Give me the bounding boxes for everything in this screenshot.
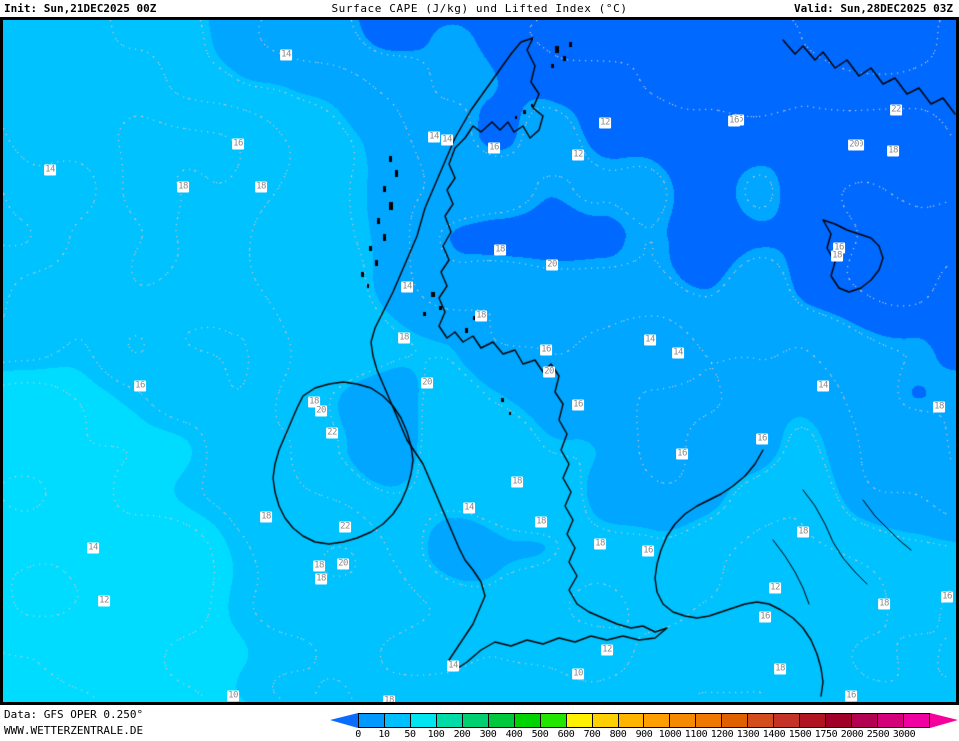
colorbar-cell xyxy=(826,714,853,727)
website-label: WWW.WETTERZENTRALE.DE xyxy=(4,724,144,737)
colorbar-tick: 700 xyxy=(583,729,601,740)
colorbar-cell xyxy=(722,714,749,727)
colorbar-tick: 100 xyxy=(427,729,445,740)
cape-lifted-index-map[interactable] xyxy=(3,20,956,702)
colorbar-under-arrow-icon xyxy=(330,713,358,728)
colorbar-tick: 300 xyxy=(479,729,497,740)
colorbar-cell xyxy=(359,714,385,727)
colorbar-cell xyxy=(878,714,905,727)
colorbar-cell xyxy=(904,714,929,727)
colorbar-cell xyxy=(774,714,801,727)
colorbar-cell xyxy=(618,714,645,727)
colorbar-tick: 1000 xyxy=(658,729,682,740)
colorbar-cells xyxy=(358,713,930,728)
page-title: Surface CAPE (J/kg) und Lifted Index (°C… xyxy=(331,2,628,15)
colorbar-tick: 600 xyxy=(557,729,575,740)
colorbar-cell xyxy=(852,714,879,727)
colorbar-tick: 800 xyxy=(609,729,627,740)
colorbar-tick: 50 xyxy=(404,729,416,740)
valid-time-label: Valid: Sun,28DEC2025 03Z xyxy=(794,2,953,15)
colorbar-cell xyxy=(566,714,593,727)
colorbar: 0 10 50 100 200 300 400 500 600 700 800 900 1000 1100… xyxy=(330,713,958,741)
colorbar-tick: 1400 xyxy=(762,729,786,740)
colorbar-tick: 200 xyxy=(453,729,471,740)
colorbar-cell xyxy=(514,714,541,727)
colorbar-tick: 500 xyxy=(531,729,549,740)
colorbar-tick: 1750 xyxy=(814,729,838,740)
colorbar-tick: 900 xyxy=(635,729,653,740)
colorbar-cell xyxy=(488,714,515,727)
colorbar-tick: 1500 xyxy=(788,729,812,740)
colorbar-tick: 2500 xyxy=(866,729,890,740)
colorbar-tick: 1300 xyxy=(736,729,760,740)
colorbar-cell xyxy=(670,714,697,727)
colorbar-cell xyxy=(696,714,723,727)
colorbar-tick: 1100 xyxy=(684,729,708,740)
colorbar-cell xyxy=(436,714,463,727)
init-time-label: Init: Sun,21DEC2025 00Z xyxy=(4,2,157,15)
colorbar-cell xyxy=(748,714,775,727)
colorbar-tick: 2000 xyxy=(840,729,864,740)
colorbar-tick-labels: 0 10 50 100 200 300 400 500 600 700 800 900 1000 1100… xyxy=(330,728,958,741)
colorbar-cell xyxy=(644,714,671,727)
data-source-label: Data: GFS OPER 0.250° xyxy=(4,708,144,721)
colorbar-tick: 1200 xyxy=(710,729,734,740)
colorbar-over-arrow-icon xyxy=(930,713,958,728)
colorbar-cell xyxy=(384,714,411,727)
colorbar-tick: 400 xyxy=(505,729,523,740)
colorbar-tick: 10 xyxy=(378,729,390,740)
colorbar-tick: 3000 xyxy=(892,729,916,740)
map-header: Init: Sun,21DEC2025 00Z Surface CAPE (J/… xyxy=(0,0,959,17)
colorbar-strip xyxy=(330,713,958,728)
colorbar-cell xyxy=(540,714,567,727)
colorbar-cell xyxy=(592,714,619,727)
map-frame[interactable]: 14 16 18 18 14 12 12 16 22 20 16 14 16 14 18 20 16 18 20 18… xyxy=(0,17,959,705)
colorbar-cell xyxy=(800,714,827,727)
colorbar-cell xyxy=(410,714,437,727)
colorbar-tick: 0 xyxy=(355,729,361,740)
colorbar-cell xyxy=(462,714,489,727)
